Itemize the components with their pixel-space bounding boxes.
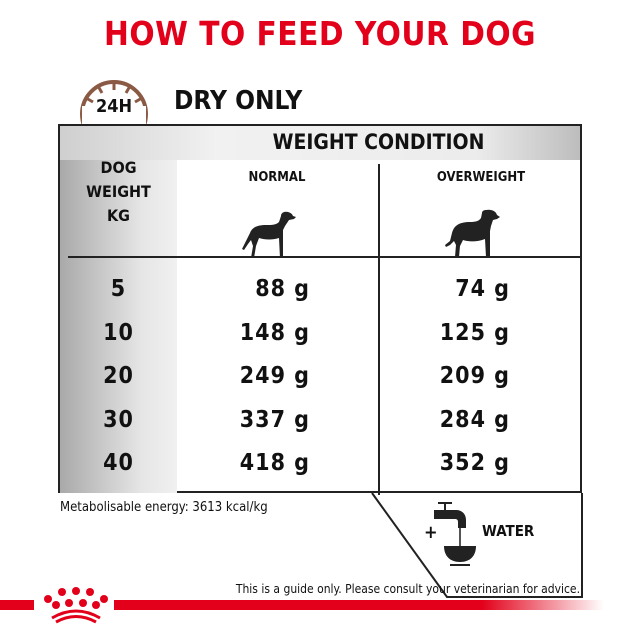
column-divider xyxy=(378,164,380,495)
brand-bar-right xyxy=(114,600,604,610)
metabolisable-energy: Metabolisable energy: 3613 kcal/kg xyxy=(60,500,268,515)
table-row: 10 148 g 125 g xyxy=(60,320,580,363)
royal-canin-crown-logo xyxy=(44,587,108,624)
page-title: HOW TO FEED YOUR DOG xyxy=(104,14,536,53)
overweight-dog-icon xyxy=(445,209,500,257)
header-line: KG xyxy=(107,206,130,225)
table-row: 20 249 g 209 g xyxy=(60,363,580,406)
header-line: WEIGHT xyxy=(86,182,151,201)
brand-bar-left xyxy=(0,600,34,610)
plus-sign: + xyxy=(424,522,438,543)
normal-cell: 249 g xyxy=(239,363,310,389)
feeding-type-heading: DRY ONLY xyxy=(174,86,303,116)
weight-cell: 40 xyxy=(103,450,134,476)
normal-cell: 418 g xyxy=(239,450,310,476)
normal-dog-icon xyxy=(242,211,296,258)
table-row: 5 88 g 74 g xyxy=(60,276,580,319)
weight-cell: 10 xyxy=(103,319,134,346)
clock-label: 24H xyxy=(95,96,133,117)
overweight-cell: 209 g xyxy=(439,363,510,389)
header-divider xyxy=(68,256,582,258)
normal-cell: 148 g xyxy=(239,319,310,346)
normal-cell: 88 g xyxy=(255,276,310,302)
weight-cell: 5 xyxy=(110,276,127,302)
water-label: WATER xyxy=(482,522,535,540)
feeding-table: WEIGHT CONDITION DOG WEIGHT KG NORMAL OV… xyxy=(58,124,582,495)
table-row: 40 418 g 352 g xyxy=(60,450,580,493)
weight-condition-header: WEIGHT CONDITION xyxy=(272,130,485,154)
water-box xyxy=(371,492,583,598)
overweight-cell: 352 g xyxy=(439,450,510,476)
tap-bowl-icon xyxy=(434,502,476,566)
header-line: DOG xyxy=(100,158,137,177)
overweight-cell: 125 g xyxy=(439,319,510,346)
normal-cell: 337 g xyxy=(239,406,310,433)
disclaimer: This is a guide only. Please consult you… xyxy=(235,582,580,596)
overweight-cell: 74 g xyxy=(455,276,510,302)
weight-column-bg xyxy=(60,160,177,493)
dog-weight-header: DOG WEIGHT KG xyxy=(60,156,177,228)
table-row: 30 337 g 284 g xyxy=(60,407,580,450)
column-normal-header: NORMAL xyxy=(248,170,306,185)
column-overweight-header: OVERWEIGHT xyxy=(436,170,526,185)
overweight-cell: 284 g xyxy=(439,406,510,433)
weight-cell: 20 xyxy=(103,363,134,389)
weight-cell: 30 xyxy=(103,406,134,433)
header-bar xyxy=(60,126,580,160)
